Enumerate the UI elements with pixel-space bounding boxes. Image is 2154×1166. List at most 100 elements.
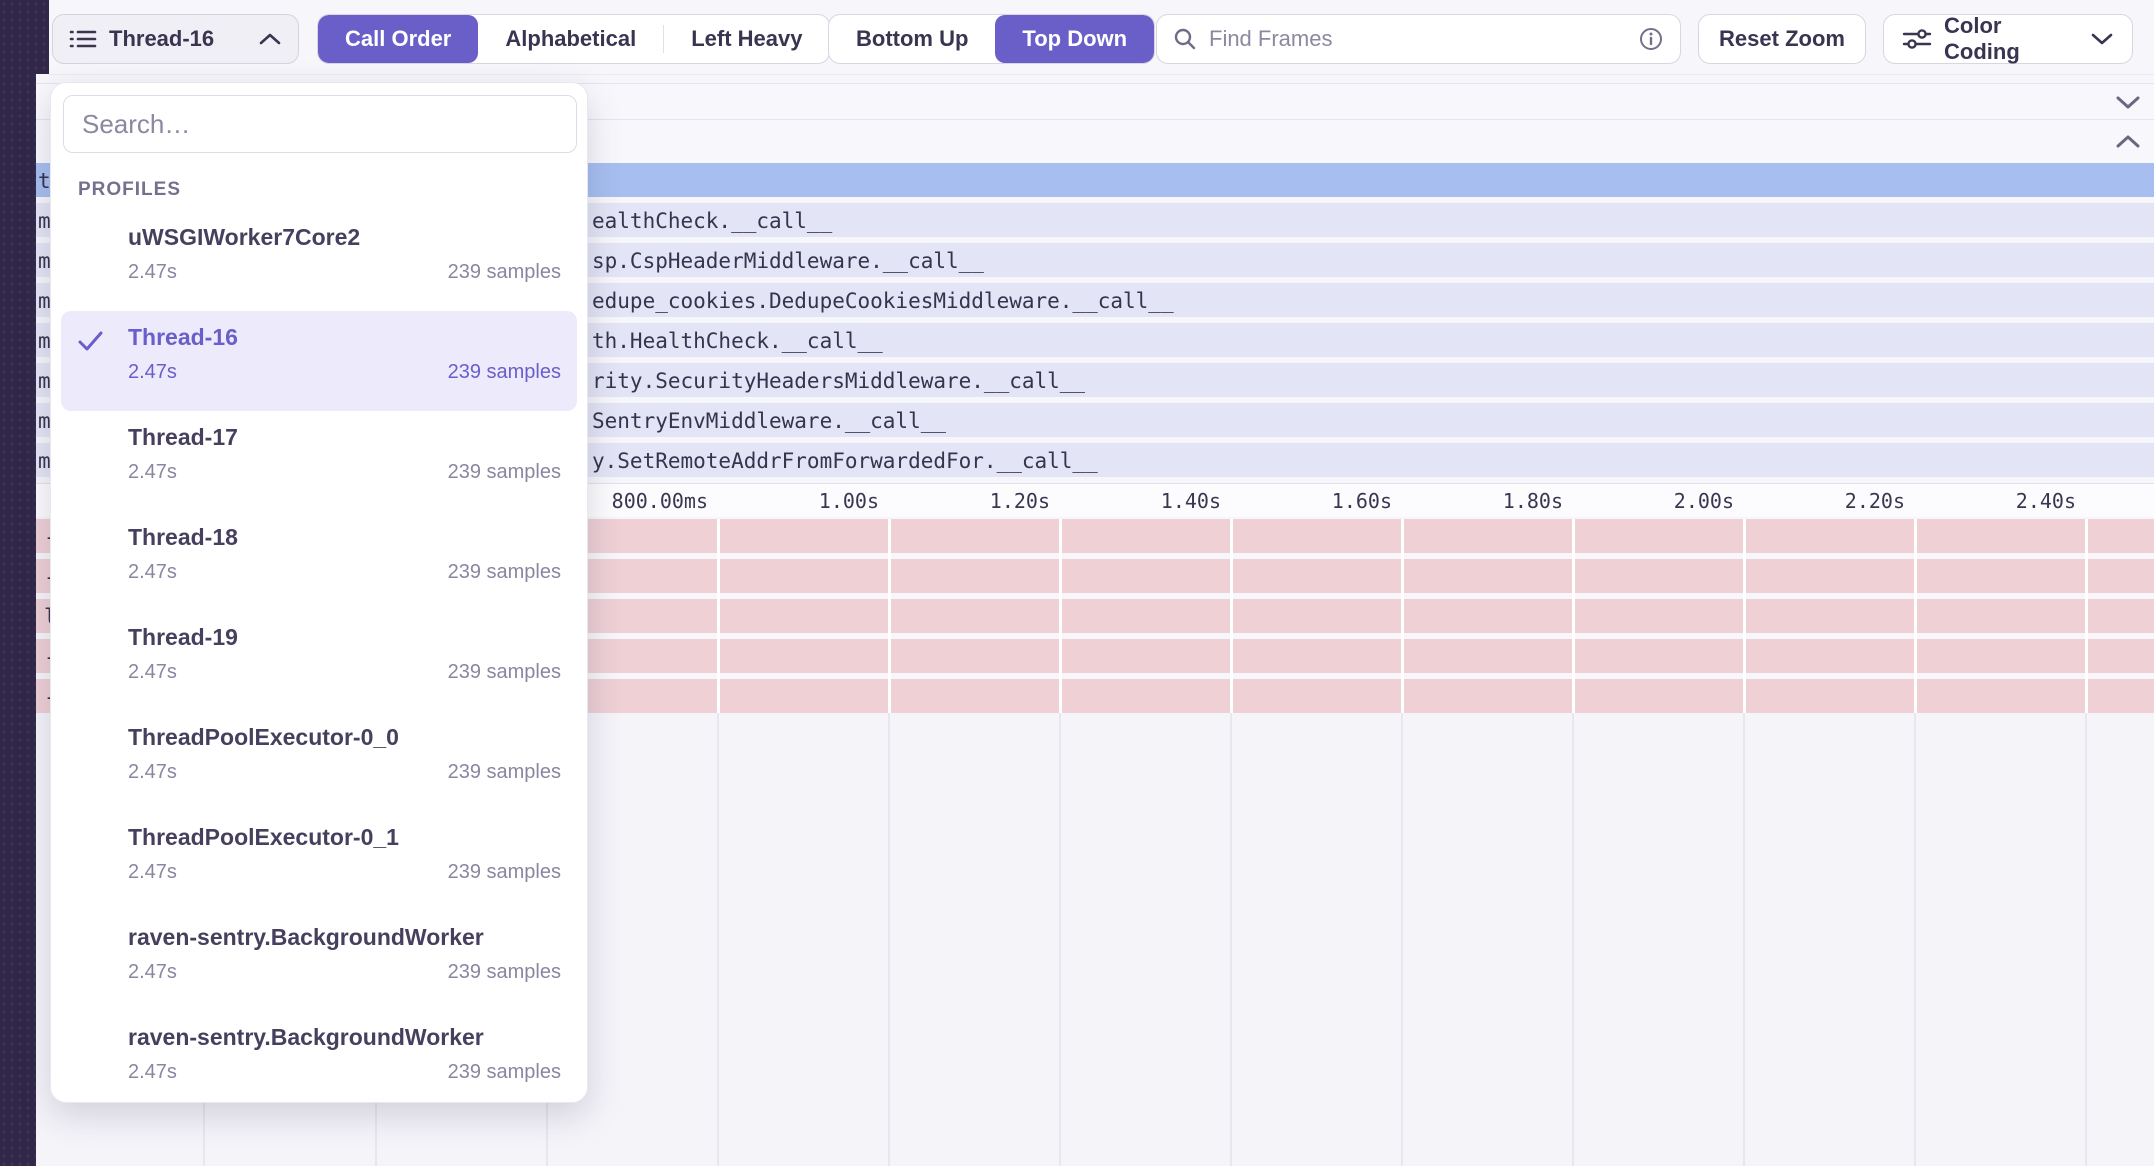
profiles-dropdown: Search… PROFILES uWSGIWorker7Core2 2.47s 2… — [50, 82, 588, 1103]
frame-label: m — [38, 209, 51, 233]
frame-boundary — [1572, 519, 1575, 713]
reset-zoom-button[interactable]: Reset Zoom — [1698, 14, 1866, 64]
gridline — [1230, 713, 1232, 1166]
sort-order-group: Call Order Alphabetical Left Heavy — [317, 14, 831, 64]
frame-label: m — [38, 449, 51, 473]
bottom-up-button[interactable]: Bottom Up — [856, 26, 969, 51]
frame-label: SentryEnvMiddleware.__call__ — [592, 409, 947, 433]
frame-label: ealthCheck.__call__ — [592, 209, 833, 233]
profile-duration: 2.47s — [128, 1061, 177, 1083]
axis-tick: 1.80s — [1502, 489, 1563, 513]
sort-alphabetical-button[interactable]: Alphabetical — [505, 26, 637, 51]
sort-call-order-button[interactable]: Call Order — [318, 15, 479, 63]
profile-samples: 239 samples — [447, 461, 561, 483]
profile-duration: 2.47s — [128, 661, 177, 683]
profile-item-raven-sentry.BackgroundWorker[interactable]: raven-sentry.BackgroundWorker 2.47s 239 sa… — [61, 911, 577, 1011]
profile-samples: 239 samples — [447, 1061, 561, 1083]
gridline — [1914, 713, 1916, 1166]
frame-label: m — [38, 289, 51, 313]
axis-tick: 1.40s — [1160, 489, 1221, 513]
axis-tick: 2.40s — [2015, 489, 2076, 513]
profile-duration: 2.47s — [128, 361, 177, 383]
sort-left-heavy-button[interactable]: Left Heavy — [691, 26, 803, 51]
profile-name: uWSGIWorker7Core2 — [128, 224, 361, 250]
gridline — [2085, 713, 2087, 1166]
direction-group: Bottom Up Top Down — [828, 14, 1156, 64]
axis-tick: 1.60s — [1331, 489, 1392, 513]
find-frames-input[interactable]: Find Frames — [1156, 14, 1681, 64]
axis-tick: 1.20s — [989, 489, 1050, 513]
gridline — [717, 713, 719, 1166]
axis-tick: 2.20s — [1844, 489, 1905, 513]
profile-name: ThreadPoolExecutor-0_0 — [128, 724, 399, 750]
chevron-down-icon — [2090, 31, 2114, 47]
profile-samples: 239 samples — [447, 261, 561, 283]
check-icon — [77, 329, 105, 353]
profile-name: raven-sentry.BackgroundWorker — [128, 924, 484, 950]
profile-item-Thread-19[interactable]: Thread-19 2.47s 239 samples — [61, 611, 577, 711]
gridline — [1572, 713, 1574, 1166]
profile-samples: 239 samples — [447, 861, 561, 883]
profile-name: Thread-18 — [128, 524, 238, 550]
profile-item-raven-sentry.BackgroundWorker[interactable]: raven-sentry.BackgroundWorker 2.47s 239 sa… — [61, 1011, 577, 1111]
profiles-list: uWSGIWorker7Core2 2.47s 239 samples Thread-… — [51, 211, 587, 1111]
sliders-icon — [1902, 26, 1932, 52]
frame-boundary — [717, 519, 720, 713]
profile-name: Thread-17 — [128, 424, 238, 450]
axis-tick: 800.00ms — [611, 489, 708, 513]
profile-item-ThreadPoolExecutor-0_1[interactable]: ThreadPoolExecutor-0_1 2.47s 239 samples — [61, 811, 577, 911]
divider — [663, 25, 665, 53]
frame-label: y.SetRemoteAddrFromForwardedFor.__call__ — [592, 449, 1098, 473]
axis-tick: 1.00s — [818, 489, 879, 513]
chevron-up-icon — [258, 31, 282, 47]
profile-item-uWSGIWorker7Core2[interactable]: uWSGIWorker7Core2 2.47s 239 samples — [61, 211, 577, 311]
frame-label: sp.CspHeaderMiddleware.__call__ — [592, 249, 984, 273]
toolbar: Thread-16 Call Order Alphabetical Left H… — [49, 0, 2154, 75]
frame-label: t — [38, 169, 51, 193]
frame-label: th.HealthCheck.__call__ — [592, 329, 883, 353]
profile-samples: 239 samples — [447, 661, 561, 683]
frame-label: m — [38, 409, 51, 433]
frame-boundary — [1743, 519, 1746, 713]
profile-duration: 2.47s — [128, 261, 177, 283]
profile-name: ThreadPoolExecutor-0_1 — [128, 824, 399, 850]
search-icon — [1173, 27, 1197, 51]
top-down-button[interactable]: Top Down — [995, 15, 1155, 63]
profile-samples: 239 samples — [447, 961, 561, 983]
frame-boundary — [1059, 519, 1062, 713]
thread-selector-label: Thread-16 — [109, 26, 215, 51]
thread-selector-button[interactable]: Thread-16 — [52, 14, 299, 64]
profile-item-Thread-18[interactable]: Thread-18 2.47s 239 samples — [61, 511, 577, 611]
frame-label: m — [38, 369, 51, 393]
gridline — [1401, 713, 1403, 1166]
profile-duration: 2.47s — [128, 961, 177, 983]
frame-boundary — [1230, 519, 1233, 713]
chevron-down-icon — [2115, 94, 2141, 110]
profile-item-ThreadPoolExecutor-0_0[interactable]: ThreadPoolExecutor-0_0 2.47s 239 samples — [61, 711, 577, 811]
color-coding-button[interactable]: Color Coding — [1883, 13, 2133, 64]
gridline — [1743, 713, 1745, 1166]
frame-label: rity.SecurityHeadersMiddleware.__call__ — [592, 369, 1086, 393]
chevron-up-icon — [2115, 134, 2141, 150]
gridline — [1059, 713, 1061, 1166]
profile-name: Thread-19 — [128, 624, 238, 650]
gridline — [888, 713, 890, 1166]
axis-tick: 2.00s — [1673, 489, 1734, 513]
profile-name: Thread-16 — [128, 324, 238, 350]
frame-boundary — [1914, 519, 1917, 713]
profile-samples: 239 samples — [447, 361, 561, 383]
profiles-search-input[interactable]: Search… — [63, 95, 577, 153]
info-icon[interactable] — [1638, 26, 1664, 52]
profile-duration: 2.47s — [128, 761, 177, 783]
profile-item-Thread-16[interactable]: Thread-16 2.47s 239 samples — [61, 311, 577, 411]
frame-label: m — [38, 249, 51, 273]
frame-label: edupe_cookies.DedupeCookiesMiddleware.__… — [592, 289, 1174, 313]
profile-item-Thread-17[interactable]: Thread-17 2.47s 239 samples — [61, 411, 577, 511]
profile-name: raven-sentry.BackgroundWorker — [128, 1024, 484, 1050]
frame-boundary — [1401, 519, 1404, 713]
collapse-flamegraph-button[interactable] — [2115, 134, 2141, 150]
thread-list-icon — [69, 26, 97, 52]
profiles-search-placeholder: Search… — [82, 108, 191, 139]
profile-duration: 2.47s — [128, 861, 177, 883]
expand-minimap-button[interactable] — [2115, 94, 2141, 110]
